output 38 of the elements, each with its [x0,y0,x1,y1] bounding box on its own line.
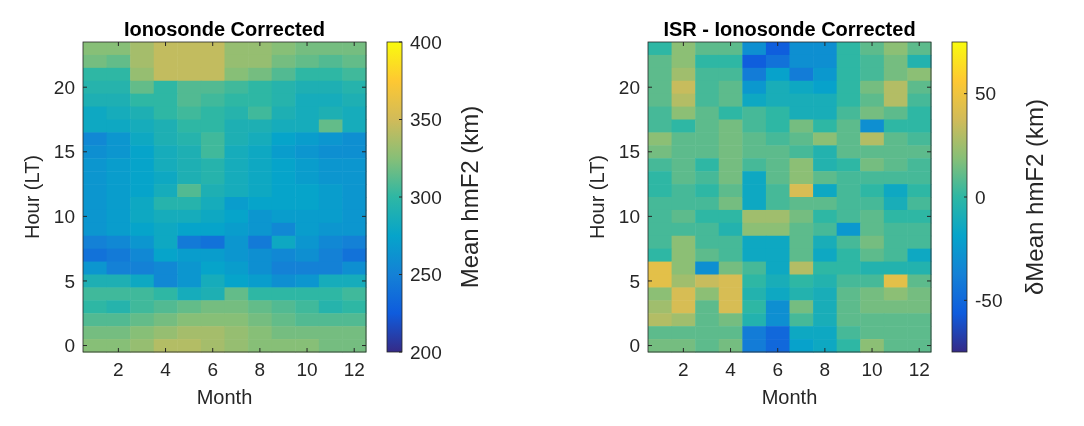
x-tick-label: 2 [678,359,689,380]
color-bar-title: Mean hmF2 (km) [456,105,483,289]
x-tick-label: 4 [160,359,172,380]
color-bar-label: 50 [975,83,997,105]
x-tick-label: 12 [343,359,365,380]
color-bar-label: 250 [410,264,442,286]
y-tick-label: 0 [64,335,75,357]
y-axis-title: Hour (LT) [586,154,608,240]
y-tick-label: 20 [53,76,75,98]
x-tick-label: 12 [908,359,930,380]
x-tick-label: 10 [296,359,318,380]
x-tick-label: 2 [113,359,124,380]
color-bar-label: 400 [410,31,442,53]
x-tick-label: 8 [254,359,266,380]
y-tick-label: 20 [618,76,640,98]
x-tick-label: 6 [772,359,783,380]
x-tick-label: 8 [819,359,831,380]
chart-title: Ionosonde Corrected [123,18,326,40]
y-tick-label: 0 [629,335,640,357]
color-bar-label: -50 [975,289,1003,311]
y-tick-label: 5 [629,270,640,292]
color-bar-title: δMean hmF2 (km) [1021,98,1048,296]
x-tick-label: 10 [861,359,883,380]
color-bar-label: 200 [410,341,442,363]
y-tick-label: 10 [618,206,640,228]
chart-title: ISR - Ionosonde Corrected [663,18,916,40]
y-axis-title: Hour (LT) [21,154,43,240]
y-tick-label: 5 [64,270,75,292]
x-axis-title: Month [196,386,253,408]
x-axis-title: Month [761,386,818,408]
x-tick-label: 6 [207,359,218,380]
x-tick-label: 4 [725,359,737,380]
color-bar-label: 350 [410,109,442,131]
y-tick-label: 10 [53,206,75,228]
color-bar-label: 300 [410,186,442,208]
color-bar-label: 0 [975,186,986,208]
y-tick-label: 15 [53,141,75,163]
y-tick-label: 15 [618,141,640,163]
